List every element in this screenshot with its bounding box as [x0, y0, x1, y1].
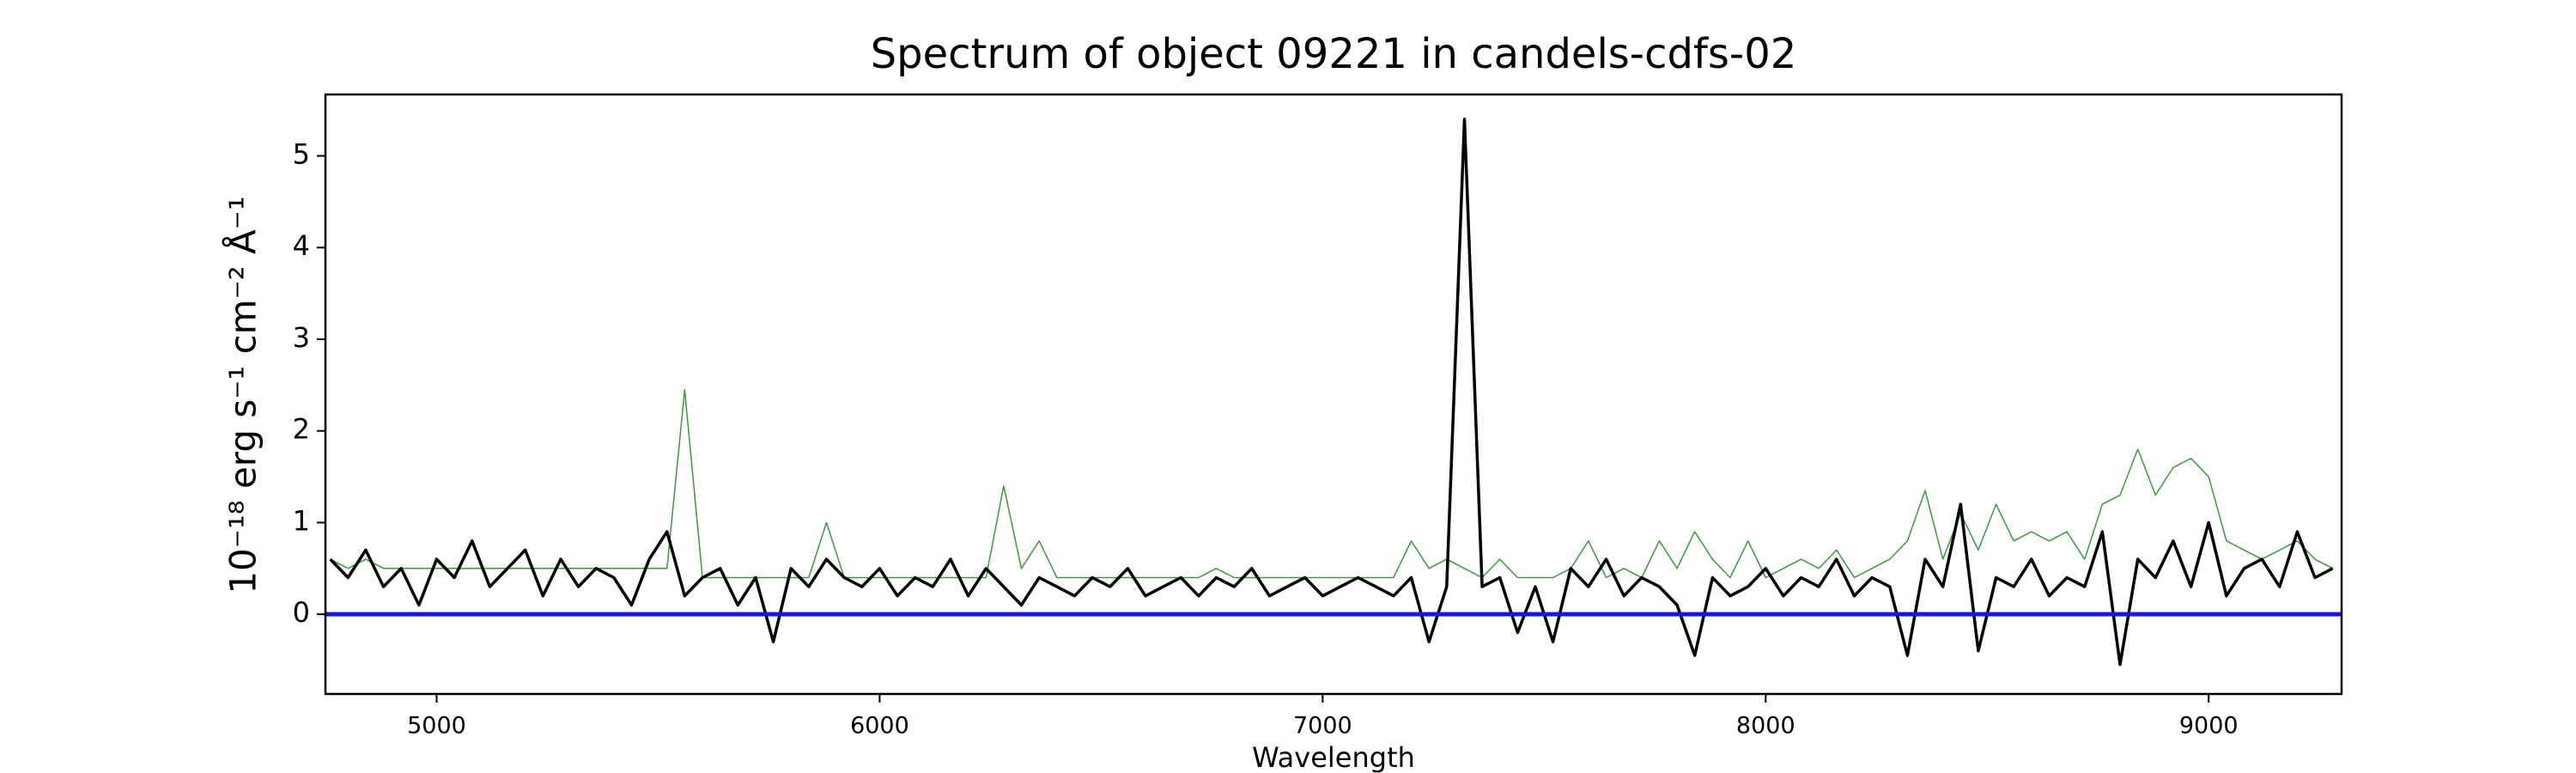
- y-tick-label: 1: [293, 504, 310, 537]
- y-tick-label: 2: [293, 413, 310, 446]
- y-axis-label: 10⁻¹⁸ erg s⁻¹ cm⁻² Å⁻¹: [222, 196, 264, 593]
- x-tick-label: 7000: [1293, 713, 1352, 740]
- series-line: [330, 388, 2334, 579]
- x-tick-label: 6000: [850, 713, 909, 740]
- y-tick-label: 5: [293, 138, 310, 171]
- series-line: [329, 118, 2334, 666]
- x-axis-label: Wavelength: [1252, 741, 1415, 773]
- plot-frame: [324, 93, 2343, 696]
- x-tick-label: 8000: [1736, 713, 1795, 740]
- y-tick-label: 0: [293, 596, 310, 629]
- y-tick-label: 3: [293, 321, 310, 354]
- y-tick-label: 4: [293, 229, 310, 262]
- chart-title: Spectrum of object 09221 in candels-cdfs…: [871, 30, 1797, 78]
- x-tick-label: 9000: [2179, 713, 2239, 740]
- x-tick-label: 5000: [407, 713, 466, 740]
